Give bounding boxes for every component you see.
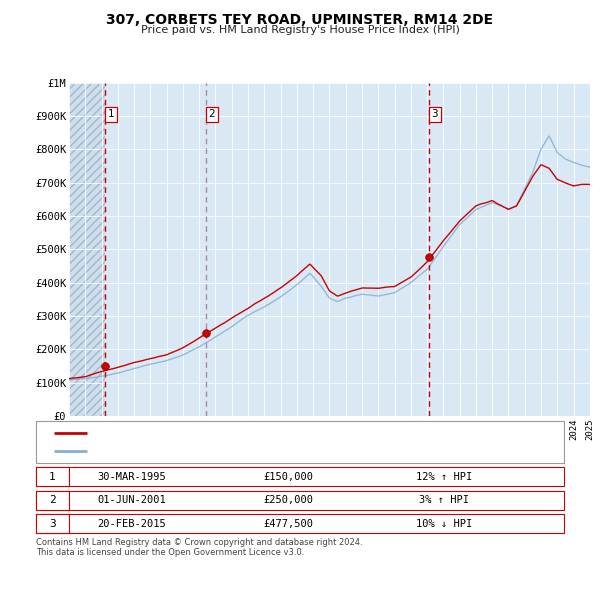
Text: 12% ↑ HPI: 12% ↑ HPI — [416, 472, 472, 481]
Text: 1: 1 — [108, 109, 115, 119]
Bar — [69, 83, 106, 416]
Text: This data is licensed under the Open Government Licence v3.0.: This data is licensed under the Open Gov… — [36, 548, 304, 556]
Text: Price paid vs. HM Land Registry's House Price Index (HPI): Price paid vs. HM Land Registry's House … — [140, 25, 460, 35]
Bar — [69, 83, 106, 416]
Text: £250,000: £250,000 — [263, 496, 313, 505]
Text: 2: 2 — [208, 109, 215, 119]
Text: 307, CORBETS TEY ROAD, UPMINSTER, RM14 2DE (detached house): 307, CORBETS TEY ROAD, UPMINSTER, RM14 2… — [92, 428, 425, 438]
Text: 3: 3 — [431, 109, 438, 119]
Text: 30-MAR-1995: 30-MAR-1995 — [98, 472, 166, 481]
Text: 307, CORBETS TEY ROAD, UPMINSTER, RM14 2DE: 307, CORBETS TEY ROAD, UPMINSTER, RM14 2… — [106, 13, 494, 27]
Text: 3% ↑ HPI: 3% ↑ HPI — [419, 496, 469, 505]
Text: £477,500: £477,500 — [263, 519, 313, 529]
Text: 20-FEB-2015: 20-FEB-2015 — [98, 519, 166, 529]
Text: 10% ↓ HPI: 10% ↓ HPI — [416, 519, 472, 529]
Text: 2: 2 — [49, 496, 56, 505]
Text: 01-JUN-2001: 01-JUN-2001 — [98, 496, 166, 505]
Text: 3: 3 — [49, 519, 56, 529]
Text: Contains HM Land Registry data © Crown copyright and database right 2024.: Contains HM Land Registry data © Crown c… — [36, 538, 362, 547]
Text: HPI: Average price, detached house, Havering: HPI: Average price, detached house, Have… — [92, 446, 317, 456]
Text: 1: 1 — [49, 472, 56, 481]
Text: £150,000: £150,000 — [263, 472, 313, 481]
